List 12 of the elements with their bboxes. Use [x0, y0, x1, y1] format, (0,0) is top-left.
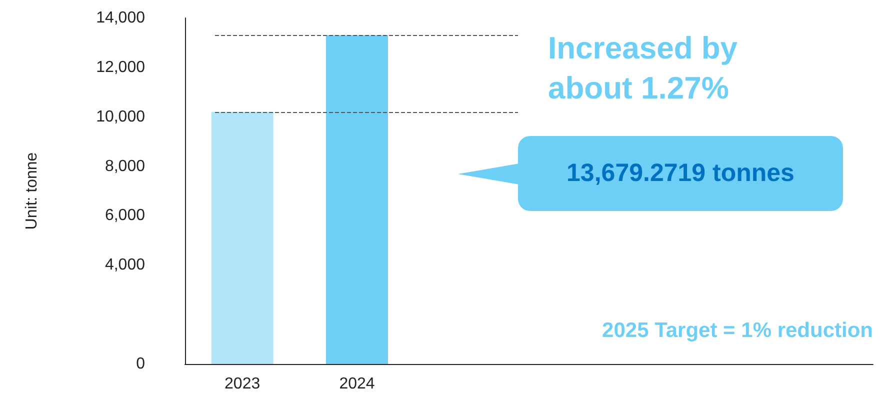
x-tick-label: 2024 [339, 376, 375, 392]
y-tick-label: 10,000 [96, 108, 146, 126]
text: 2025 Target = 1% reduction [602, 319, 874, 342]
y-tick-label: 4,000 [104, 256, 146, 274]
text: Increased by about 1.27% [548, 30, 738, 106]
x-tick-label: 2023 [224, 376, 260, 392]
y-axis-title: Unit: tonne [24, 152, 40, 230]
y-tick-label: 14,000 [96, 10, 146, 26]
y-tick-label: 0 [136, 356, 146, 372]
y-tick-label: 12,000 [96, 58, 146, 76]
y-tick-label: 6,000 [104, 207, 146, 224]
y-tick-label: 8,000 [104, 158, 146, 175]
